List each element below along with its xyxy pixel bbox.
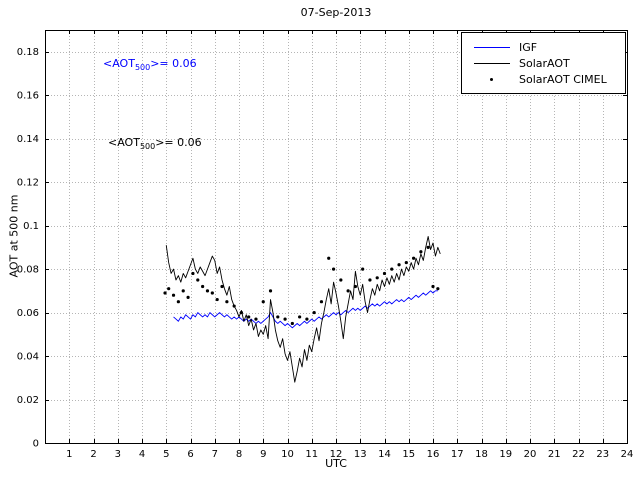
svg-text:6: 6 bbox=[187, 449, 193, 460]
svg-text:13: 13 bbox=[354, 449, 367, 460]
svg-text:14: 14 bbox=[378, 449, 391, 460]
svg-text:3: 3 bbox=[115, 449, 121, 460]
svg-text:0.02: 0.02 bbox=[17, 395, 39, 406]
svg-text:7: 7 bbox=[212, 449, 218, 460]
svg-text:4: 4 bbox=[139, 449, 145, 460]
svg-text:9: 9 bbox=[260, 449, 266, 460]
legend-item-solaraot: SolarAOT bbox=[474, 55, 621, 71]
annotation-igf-mean: <AOT500>= 0.06 bbox=[103, 57, 197, 72]
svg-text:5: 5 bbox=[163, 449, 169, 460]
svg-text:11: 11 bbox=[305, 449, 318, 460]
legend-label: SolarAOT bbox=[519, 56, 570, 70]
annotation-text: <AOT bbox=[108, 136, 140, 149]
svg-text:20: 20 bbox=[524, 449, 537, 460]
svg-text:15: 15 bbox=[402, 449, 415, 460]
svg-text:21: 21 bbox=[548, 449, 561, 460]
svg-text:16: 16 bbox=[427, 449, 440, 460]
annotation-subscript: 500 bbox=[139, 142, 156, 152]
x-axis-label: UTC bbox=[325, 457, 347, 470]
svg-text:8: 8 bbox=[236, 449, 242, 460]
svg-text:0.16: 0.16 bbox=[17, 91, 39, 102]
svg-text:22: 22 bbox=[572, 449, 585, 460]
legend-line-sample-igf bbox=[474, 46, 510, 48]
svg-text:0.12: 0.12 bbox=[17, 178, 39, 189]
svg-text:2: 2 bbox=[90, 449, 96, 460]
legend-dot-sample-cimel bbox=[474, 77, 510, 81]
svg-text:17: 17 bbox=[451, 449, 464, 460]
svg-text:10: 10 bbox=[281, 449, 294, 460]
svg-text:0.18: 0.18 bbox=[17, 47, 39, 58]
chart-title: 07-Sep-2013 bbox=[300, 6, 372, 19]
legend-item-solaraot-cimel: SolarAOT CIMEL bbox=[474, 71, 621, 87]
svg-text:0.04: 0.04 bbox=[17, 352, 39, 363]
annotation-text: <AOT bbox=[103, 57, 135, 70]
svg-text:0.1: 0.1 bbox=[23, 221, 39, 232]
svg-text:0.06: 0.06 bbox=[17, 308, 39, 319]
legend-line-sample-solaraot bbox=[474, 62, 510, 64]
svg-text:12: 12 bbox=[330, 449, 343, 460]
annotation-solaraot-mean: <AOT500>= 0.06 bbox=[108, 136, 202, 151]
svg-text:24: 24 bbox=[621, 449, 634, 460]
y-axis-label: AOT at 500 nm bbox=[7, 194, 21, 278]
legend-label: SolarAOT CIMEL bbox=[519, 72, 607, 86]
svg-text:1: 1 bbox=[66, 449, 72, 460]
legend-label: IGF bbox=[519, 40, 538, 54]
svg-text:0.14: 0.14 bbox=[17, 134, 39, 145]
annotation-text: >= 0.06 bbox=[150, 57, 197, 70]
svg-text:0: 0 bbox=[33, 439, 39, 450]
svg-text:0.08: 0.08 bbox=[17, 265, 39, 276]
legend: IGF SolarAOT SolarAOT CIMEL bbox=[461, 32, 626, 94]
legend-item-igf: IGF bbox=[474, 39, 621, 55]
annotation-text: >= 0.06 bbox=[155, 136, 202, 149]
svg-text:23: 23 bbox=[596, 449, 609, 460]
svg-text:18: 18 bbox=[475, 449, 488, 460]
annotation-subscript: 500 bbox=[134, 63, 151, 73]
svg-text:19: 19 bbox=[499, 449, 512, 460]
